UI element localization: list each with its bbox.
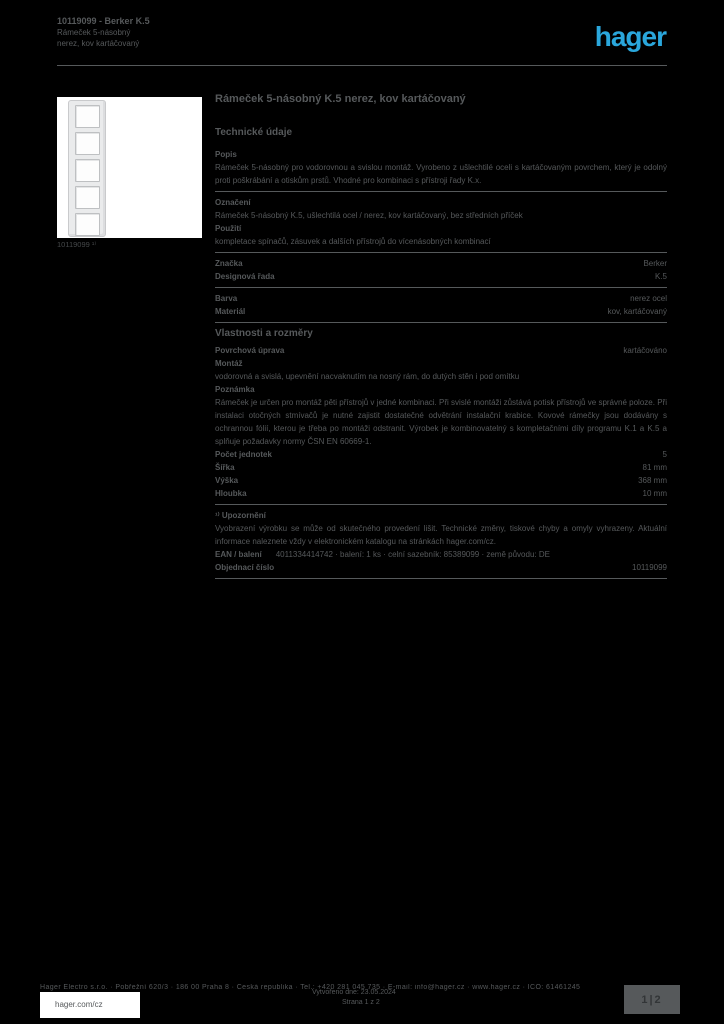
spec-value: K.5 xyxy=(654,272,667,281)
spec-label: Objednací číslo xyxy=(215,563,275,572)
spec-value: 10 mm xyxy=(642,489,667,498)
footer-created-date: Vytvořeno dne: 23.05.2024 xyxy=(312,989,396,996)
spec-label: Popis xyxy=(215,150,237,159)
footer-page-info: Strana 1 z 2 xyxy=(342,999,380,1006)
spec-row-sirka: Šířka 81 mm xyxy=(215,461,667,474)
spec-value: Rámeček 5-násobný K.5, ušlechtilá ocel /… xyxy=(215,211,523,220)
spec-label: Počet jednotek xyxy=(215,450,272,459)
separator xyxy=(215,322,667,323)
spec-label: Poznámka xyxy=(215,385,255,394)
spec-row-znacka: Značka Berker xyxy=(215,257,667,270)
spec-value: kompletace spínačů, zásuvek a dalších př… xyxy=(215,237,491,246)
spec-value: 5 xyxy=(662,450,667,459)
spec-row-pocet: Počet jednotek 5 xyxy=(215,448,667,461)
footer-link-box: hager.com/cz xyxy=(40,992,140,1018)
hager-logo: hager xyxy=(594,21,667,52)
separator xyxy=(215,287,667,288)
spec-value: nerez ocel xyxy=(630,294,667,303)
spec-value: 4011334414742 · balení: 1 ks · celní saz… xyxy=(275,550,550,559)
frame-window xyxy=(75,213,100,236)
spec-value: vodorovná a svislá, upevnění nacvaknutím… xyxy=(215,372,520,381)
spec-value: Rámeček 5-násobný pro vodorovnou a svisl… xyxy=(215,163,667,185)
spec-value: Rámeček je určen pro montáž pěti přístro… xyxy=(215,398,667,446)
spec-row-popis: Popis Rámeček 5-násobný pro vodorovnou a… xyxy=(215,148,667,187)
spec-label: Výška xyxy=(215,476,239,485)
spec-table: Popis Rámeček 5-násobný pro vodorovnou a… xyxy=(215,148,667,583)
separator xyxy=(215,252,667,253)
section-heading-technical: Technické údaje xyxy=(215,127,293,138)
spec-value: 368 mm xyxy=(638,476,667,485)
spec-label: Designová řada xyxy=(215,272,275,281)
spec-label: Hloubka xyxy=(215,489,247,498)
separator xyxy=(215,504,667,505)
spec-value: kartáčováno xyxy=(623,346,667,355)
image-ref-label: 10119099 ¹⁾ xyxy=(57,240,97,249)
header-product-ref: 10119099 - Berker K.5 xyxy=(57,16,150,26)
spec-row-design: Designová řada K.5 xyxy=(215,270,667,283)
frame-5gang-drawing xyxy=(68,100,106,237)
page-title: Rámeček 5-násobný K.5 nerez, kov kartáčo… xyxy=(215,93,466,105)
spec-value: 81 mm xyxy=(642,463,667,472)
spec-value: kov, kartáčovaný xyxy=(607,307,667,316)
separator xyxy=(215,578,667,579)
spec-label: Označení xyxy=(215,198,251,207)
frame-window xyxy=(75,159,100,182)
footer-page-badge: 1|2 xyxy=(624,985,680,1014)
header-product-variant: nerez, kov kartáčovaný xyxy=(57,39,140,48)
spec-label: Použití xyxy=(215,224,242,233)
frame-window xyxy=(75,132,100,155)
spec-row-poznamka: Poznámka Rámeček je určen pro montáž pět… xyxy=(215,383,667,448)
product-image xyxy=(57,97,202,238)
separator xyxy=(215,191,667,192)
spec-row-upozorneni: ¹⁾ Upozornění Vyobrazení výrobku se může… xyxy=(215,509,667,548)
footnote-text: Vyobrazení výrobku se může od skutečného… xyxy=(215,524,667,546)
spec-row-hloubka: Hloubka 10 mm xyxy=(215,487,667,500)
header-product-name: Rámeček 5-násobný xyxy=(57,28,131,37)
spec-row-povrch: Povrchová úprava kartáčováno xyxy=(215,344,667,357)
page-badge-text: 1|2 xyxy=(641,993,663,1006)
header-product-block: 10119099 - Berker K.5 Rámeček 5-násobný … xyxy=(57,16,150,49)
spec-row-material: Materiál kov, kartáčovaný xyxy=(215,305,667,318)
spec-row-barva: Barva nerez ocel xyxy=(215,292,667,305)
footer-address-line: Hager Electro s.r.o. · Pobřežní 620/3 · … xyxy=(40,984,581,991)
spec-label: Šířka xyxy=(215,463,235,472)
spec-row-ean: EAN / balení 4011334414742 · balení: 1 k… xyxy=(215,548,667,561)
spec-row-objednaci: Objednací číslo 10119099 xyxy=(215,561,667,574)
frame-window xyxy=(75,186,100,209)
spec-label: Barva xyxy=(215,294,238,303)
spec-label: Povrchová úprava xyxy=(215,346,285,355)
hager-website-link[interactable]: hager.com/cz xyxy=(55,1000,103,1009)
footnote-label: ¹⁾ Upozornění xyxy=(215,511,266,520)
spec-label: Montáž xyxy=(215,359,243,368)
spec-row-montaz: Montáž vodorovná a svislá, upevnění nacv… xyxy=(215,357,667,383)
header-rule xyxy=(57,65,667,66)
spec-label: Značka xyxy=(215,259,243,268)
spec-row-pouziti: Použití kompletace spínačů, zásuvek a da… xyxy=(215,222,667,248)
spec-value: Berker xyxy=(643,259,667,268)
section-heading-properties: Vlastnosti a rozměry xyxy=(215,328,313,339)
spec-label: EAN / balení xyxy=(215,550,262,559)
frame-window xyxy=(75,105,100,128)
spec-label: Materiál xyxy=(215,307,246,316)
footer-center-block: Vytvořeno dne: 23.05.2024 Strana 1 z 2 xyxy=(312,988,452,1008)
spec-row-vyska: Výška 368 mm xyxy=(215,474,667,487)
spec-row-oznaceni: Označení Rámeček 5-násobný K.5, ušlechti… xyxy=(215,196,667,222)
spec-value: 10119099 xyxy=(632,563,667,572)
